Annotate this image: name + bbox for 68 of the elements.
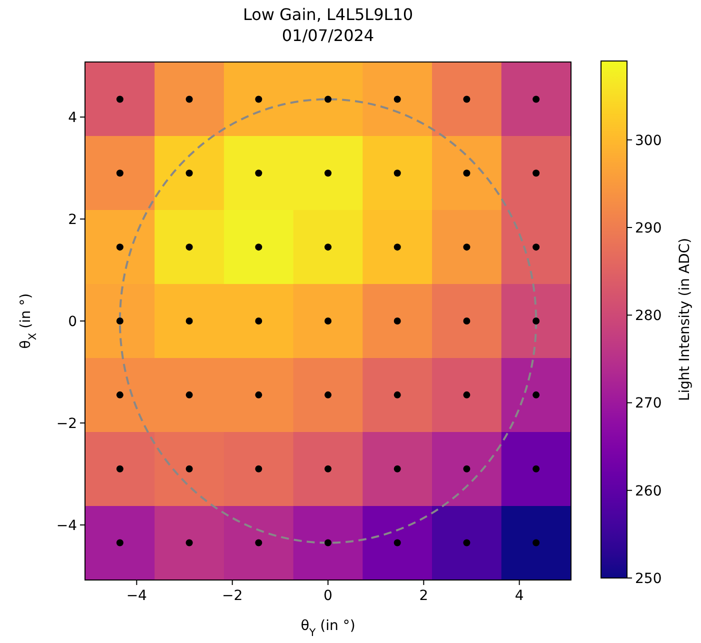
point (186, 244, 193, 251)
point (186, 391, 193, 398)
point (116, 96, 124, 103)
point (255, 318, 262, 324)
point (186, 465, 193, 472)
point (324, 170, 332, 177)
point (116, 465, 124, 472)
y-tick-label: −2 (56, 416, 77, 432)
point (255, 96, 262, 103)
point (116, 391, 124, 398)
point (463, 539, 470, 546)
point (532, 465, 540, 472)
point (394, 539, 401, 546)
y-tick-label: 2 (68, 212, 77, 228)
point (255, 244, 262, 251)
x-tick-label: 4 (514, 588, 524, 604)
point (116, 244, 124, 251)
point (116, 539, 124, 546)
point (394, 318, 401, 324)
point (116, 170, 124, 177)
point (463, 465, 470, 472)
point (394, 244, 401, 251)
chart-title: Low Gain, L4L5L9L10 (242, 5, 414, 24)
x-tick-label: 0 (324, 588, 332, 604)
x-tick-label: −2 (222, 588, 243, 604)
chart-subtitle: 01/07/2024 (282, 26, 374, 45)
point (463, 391, 470, 398)
point (394, 170, 401, 177)
y-tick-label: 0 (68, 314, 77, 330)
point (324, 539, 332, 546)
color-bar-title: Light Intensity (in ADC) (677, 238, 693, 402)
point (324, 96, 332, 103)
point (186, 318, 193, 324)
point (394, 391, 401, 398)
point (394, 96, 401, 103)
point (324, 465, 332, 472)
point (255, 539, 262, 546)
x-tick-label: 2 (419, 588, 428, 604)
x-tick-label: −4 (126, 588, 148, 604)
point (532, 318, 540, 324)
point (394, 465, 401, 472)
point (186, 170, 193, 177)
point (532, 244, 540, 251)
point (463, 170, 470, 177)
y-tick-label: −4 (56, 518, 78, 534)
color-bar-label: 270 (635, 396, 662, 412)
point (463, 96, 470, 103)
point (532, 391, 540, 398)
point (324, 391, 332, 398)
point (463, 318, 470, 324)
point (324, 244, 332, 251)
x-axis-title: θ$_{Y}$ (in °) (300, 618, 356, 639)
point (116, 318, 124, 324)
point (463, 244, 470, 251)
point (255, 170, 262, 177)
color-bar-label: 250 (635, 571, 662, 587)
point (532, 96, 540, 103)
point (255, 391, 262, 398)
point (186, 539, 193, 546)
color-bar-label: 260 (635, 483, 662, 500)
color-bar-label: 280 (635, 308, 662, 324)
color-bar-label: 300 (635, 132, 662, 149)
point (186, 96, 193, 103)
color-bar-label: 290 (635, 220, 662, 236)
point (255, 465, 262, 472)
point (532, 539, 540, 546)
y-tick-label: 4 (68, 110, 78, 126)
point (532, 170, 540, 177)
